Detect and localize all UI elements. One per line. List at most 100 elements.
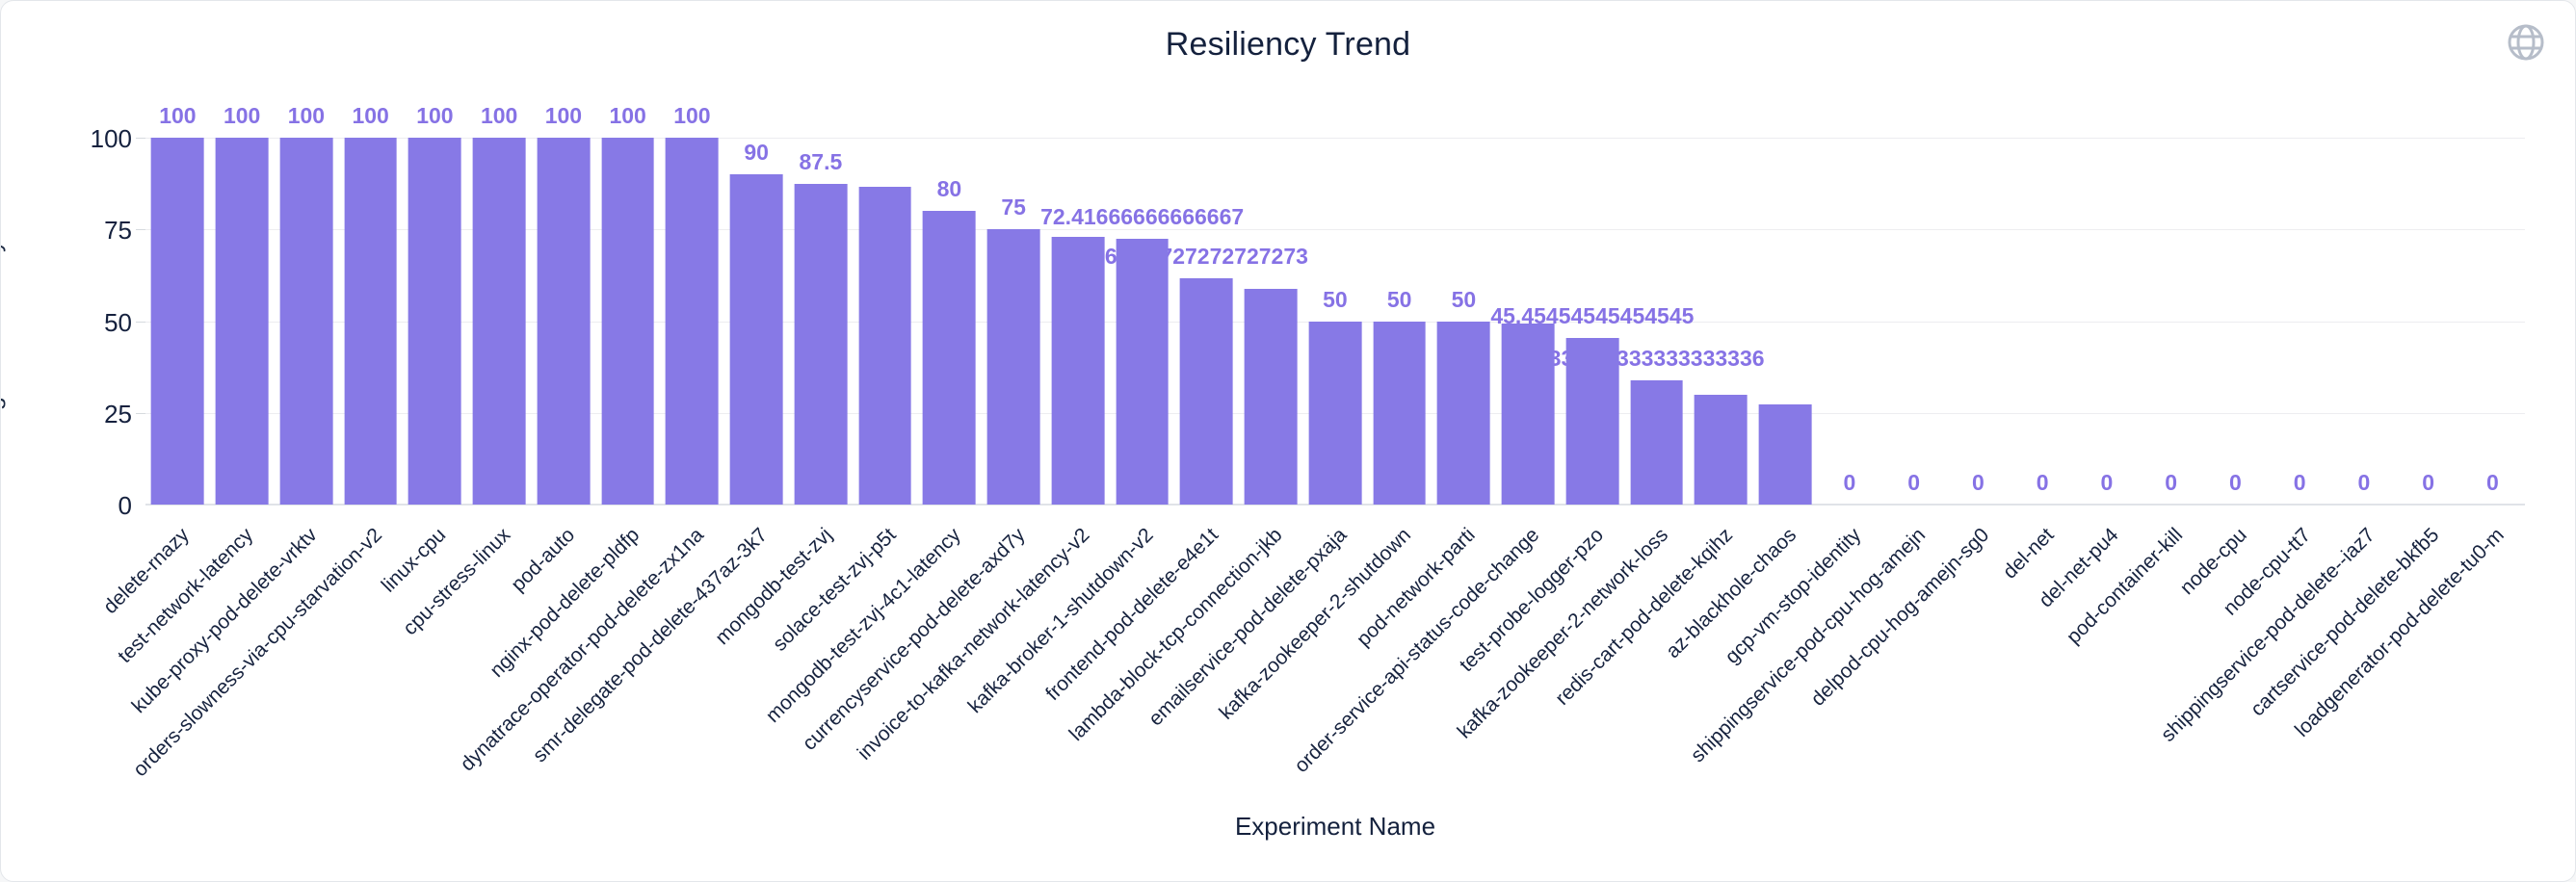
value-label: 80 — [936, 176, 962, 202]
bar-slot: 50 — [1367, 138, 1432, 505]
bar-slot: 0 — [1881, 138, 1946, 505]
bar-slot: 0 — [1818, 138, 1882, 505]
y-tick-label-0: 0 — [118, 491, 132, 520]
gridline-75 — [145, 229, 2525, 231]
bar-slot: 100 — [532, 103, 596, 505]
value-label: 0 — [2357, 470, 2371, 495]
bar-slot — [1239, 138, 1303, 505]
value-label: 0 — [2165, 470, 2178, 495]
value-label: 0 — [1971, 470, 1985, 495]
bar-slot: 100 — [275, 103, 339, 505]
y-tick-label-75: 75 — [104, 216, 132, 246]
value-label: 0 — [2485, 470, 2499, 495]
bar-kube-proxy-pod-delete-vrktv[interactable] — [279, 138, 333, 505]
bar-slot — [1753, 138, 1818, 505]
bar-test-probe-logger-pzo[interactable] — [1565, 337, 1619, 505]
bar-slot: 0 — [2268, 138, 2332, 505]
value-label: 87.5 — [799, 148, 843, 174]
bar-slot — [1496, 138, 1561, 505]
value-label: 0 — [1843, 470, 1856, 495]
value-label: 100 — [416, 103, 454, 128]
bar-delete-rnazy[interactable] — [151, 138, 204, 505]
x-axis-title: Experiment Name — [1234, 812, 1436, 841]
bar-currencyservice-pod-delete-axd7y[interactable] — [986, 229, 1040, 505]
plot-area: Average of Resiliency Score 100 100 100 100… — [1, 103, 2525, 506]
value-label: 0 — [2228, 470, 2242, 495]
value-label: 0 — [2422, 470, 2435, 495]
globe-icon[interactable] — [2506, 22, 2546, 63]
bar-kafka-zookeeper-2-shutdown[interactable] — [1373, 321, 1426, 505]
bar-invoice-to-kafka-network-latency-v2[interactable] — [1051, 237, 1105, 505]
bar-slot: 50 — [1303, 138, 1368, 505]
bar-test-network-latency[interactable] — [215, 138, 269, 505]
value-label: 90 — [744, 140, 769, 166]
bar-orders-slowness-via-cpu-starvation-v2[interactable] — [344, 138, 397, 505]
bar-mongodb-test-zvj-4c1-latency[interactable] — [923, 211, 976, 505]
value-label: 50 — [1386, 286, 1412, 312]
value-label: 100 — [352, 103, 389, 128]
bar-solace-test-zvj-p5t[interactable] — [858, 187, 911, 505]
bar-slot: 0 — [2011, 138, 2075, 505]
value-label: 75 — [1001, 195, 1026, 220]
y-tick-mark — [136, 229, 145, 231]
bar-slot: 80 — [917, 138, 982, 505]
bar-slot: 100 — [145, 103, 210, 505]
bar-slot: 100 — [403, 103, 467, 505]
y-tick-mark — [136, 138, 145, 139]
bar-dynatrace-operator-pod-delete-zx1na[interactable] — [666, 138, 719, 505]
value-label: 100 — [609, 103, 646, 128]
bar-slot: 100 — [595, 103, 660, 505]
bar-slot: 100 — [660, 103, 724, 505]
bar-slot: 0 — [1946, 138, 2011, 505]
value-label: 100 — [159, 103, 197, 128]
value-label: 0 — [1907, 470, 1921, 495]
bar-redis-cart-pod-delete-kqihz[interactable] — [1695, 394, 1748, 505]
bar-cpu-stress-linux[interactable] — [472, 138, 526, 505]
bar-slot — [853, 138, 917, 505]
bar-frontend-pod-delete-e4e1t[interactable] — [1180, 277, 1233, 505]
gridline-100 — [145, 138, 2525, 139]
bar-mongodb-test-zvj[interactable] — [794, 183, 848, 505]
bar-slot: 0 — [2332, 138, 2397, 505]
bar-slot: 100 — [210, 103, 275, 505]
bar-slot: 50 — [1432, 138, 1496, 505]
bar-slot: 0 — [2396, 138, 2460, 505]
value-label: 50 — [1323, 286, 1348, 312]
bar-slot: 100 — [338, 103, 403, 505]
bar-slot — [1046, 138, 1111, 505]
value-label: 100 — [480, 103, 518, 128]
bar-lambda-block-tcp-connection-jkb[interactable] — [1244, 288, 1298, 505]
bar-slot: 0 — [2203, 138, 2268, 505]
y-tick-mark — [136, 412, 145, 414]
value-label: 0 — [2100, 470, 2114, 495]
bar-nginx-pod-delete-pldfp[interactable] — [601, 138, 654, 505]
bar-emailservice-pod-delete-pxaja[interactable] — [1308, 321, 1362, 505]
y-tick-label-100: 100 — [90, 124, 132, 153]
bar-pod-auto[interactable] — [537, 138, 591, 505]
bar-slot: 100 — [467, 103, 532, 505]
value-label: 100 — [223, 103, 261, 128]
bar-slot: 75 — [982, 138, 1046, 505]
bar-az-blackhole-chaos[interactable] — [1758, 404, 1812, 505]
bar-slot: 0 — [2075, 138, 2140, 505]
bar-kafka-zookeeper-2-network-loss[interactable] — [1630, 380, 1683, 505]
bar-slot — [1689, 138, 1753, 505]
bar-kafka-broker-1-shutdown-v2[interactable] — [1116, 239, 1169, 505]
value-label: 100 — [673, 103, 711, 128]
bar-slot: 72.41666666666667 — [1040, 138, 1244, 505]
bar-slot: 90 — [724, 138, 789, 505]
x-axis-line — [145, 504, 2525, 506]
y-tick-label-25: 25 — [104, 399, 132, 428]
bar-smr-delegate-pod-delete-437az-3k7[interactable] — [729, 174, 783, 505]
bar-pod-network-parti[interactable] — [1437, 321, 1490, 505]
x-label-slot: loadgenerator-pod-delete-tu0-m — [2291, 518, 2525, 836]
chart-title: Resiliency Trend — [1165, 26, 1411, 63]
x-axis-category-labels: delete-rnazy test-network-latency kube-pro… — [99, 518, 2525, 836]
value-label: 0 — [2036, 470, 2049, 495]
bar-linux-cpu[interactable] — [408, 138, 461, 505]
bar-order-service-api-status-code-change[interactable] — [1501, 324, 1555, 505]
bar-slot: 0 — [2139, 138, 2203, 505]
value-label: 0 — [2293, 470, 2306, 495]
bar-slot: 87.5 — [789, 138, 854, 505]
